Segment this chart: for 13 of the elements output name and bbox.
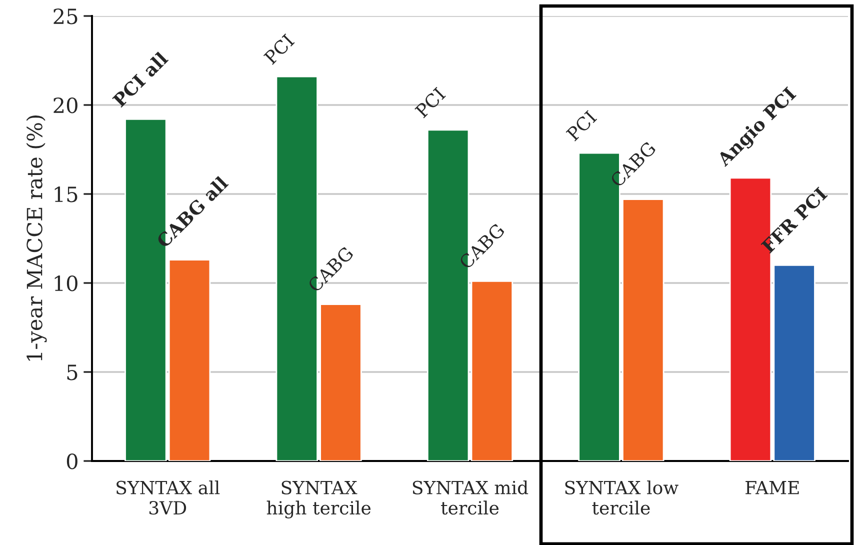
y-tick-label: 10 bbox=[54, 275, 78, 292]
bar bbox=[470, 280, 514, 461]
x-tick-label: FAME bbox=[746, 481, 799, 494]
y-tick-label: 5 bbox=[67, 364, 78, 380]
y-tick-label: 20 bbox=[54, 97, 78, 114]
y-tick-label: 15 bbox=[54, 186, 78, 202]
y-tick-label: 0 bbox=[66, 453, 78, 470]
y-tick-label: 25 bbox=[54, 8, 78, 24]
x-tick-label: SYNTAX all 3VD bbox=[116, 480, 220, 515]
x-tick-label: SYNTAX high tercile bbox=[266, 480, 371, 518]
x-tick-label: SYNTAX low tercile bbox=[565, 480, 678, 515]
y-axis-title: 1-year MACCE rate (%) bbox=[26, 116, 47, 361]
x-tick-label: SYNTAX mid tercile bbox=[412, 480, 528, 515]
